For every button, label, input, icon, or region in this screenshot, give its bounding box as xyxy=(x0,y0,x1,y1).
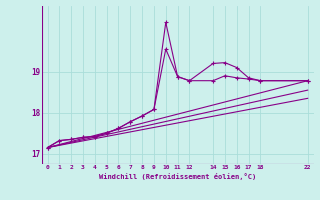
X-axis label: Windchill (Refroidissement éolien,°C): Windchill (Refroidissement éolien,°C) xyxy=(99,173,256,180)
